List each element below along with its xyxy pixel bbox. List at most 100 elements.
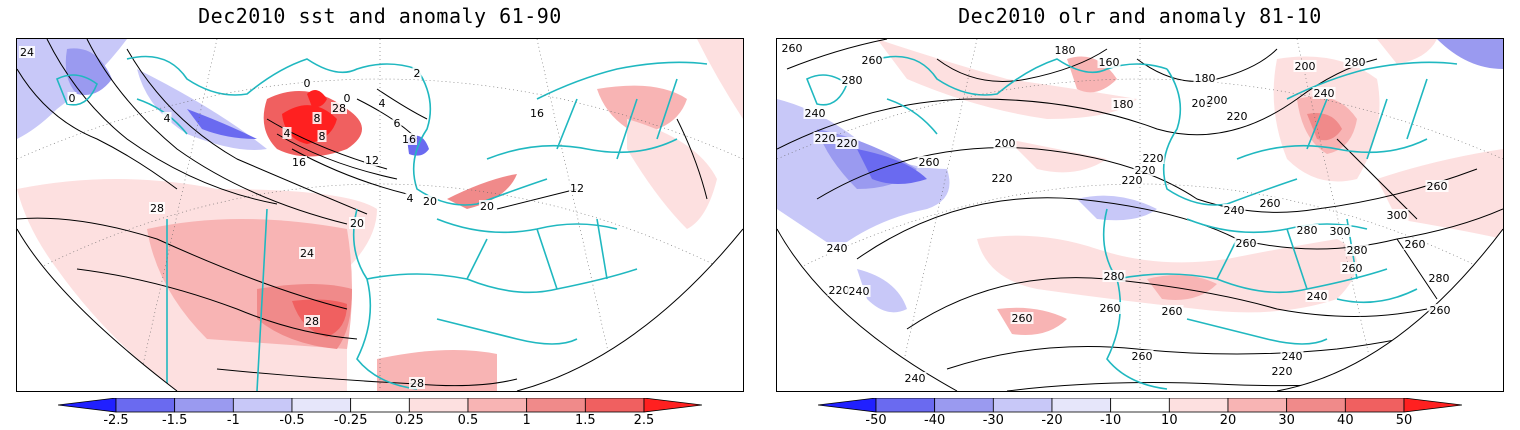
olr-contour-label-bg: [990, 172, 1014, 184]
olr-contour-label: 220: [829, 284, 850, 297]
sst-colorbar-tick-label: 0.25: [394, 413, 424, 428]
sst-contour-label: 24: [20, 46, 34, 59]
sst-colorbar-swatch: [115, 398, 176, 413]
olr-contour-label-bg: [860, 54, 884, 66]
sst-contour-label: 20: [480, 200, 494, 213]
sst-contour-label: 8: [319, 130, 326, 143]
olr-contour-label: 220: [1135, 164, 1156, 177]
olr-contour-label-bg: [1312, 87, 1336, 99]
olr-contour-label: 280: [1429, 272, 1450, 285]
sst-contour-label-bg: [291, 156, 307, 168]
sst-contour-label: 28: [150, 202, 164, 215]
sst-colorbar-swatch: [408, 398, 469, 413]
olr-contour-label: 260: [1405, 238, 1426, 251]
sst-colorbar-swatch: [584, 398, 645, 413]
olr-contour-label-bg: [1130, 350, 1154, 362]
sst-contour-label: 16: [530, 107, 544, 120]
olr-colorbar-high-triangle: [1403, 398, 1462, 413]
sst-contour-label: 6: [394, 117, 401, 130]
sst-contour-label-bg: [377, 97, 387, 109]
olr-contour-label: 240: [827, 242, 848, 255]
olr-contour-label-bg: [1270, 365, 1294, 377]
sst-contour-label-bg: [364, 154, 380, 166]
olr-contour-label-bg: [1234, 237, 1258, 249]
olr-contour-label: 280: [1104, 270, 1125, 283]
olr-contour-label-bg: [825, 242, 849, 254]
olr-contour-label: 220: [1122, 174, 1143, 187]
olr-contour-label: 240: [1314, 87, 1335, 100]
olr-contour-label-bg: [1403, 238, 1427, 250]
olr-contour-label-bg: [1340, 262, 1364, 274]
olr-contour-label: 260: [1162, 305, 1183, 318]
olr-contour-label: 220: [992, 172, 1013, 185]
olr-contour-label: 220: [1227, 110, 1248, 123]
olr-contour-label-bg: [1428, 304, 1452, 316]
olr-contour-label-bg: [1053, 44, 1077, 56]
sst-colorbar-low-triangle: [58, 398, 117, 413]
sst-contour-label: 28: [410, 377, 424, 390]
sst-map: 24 0 4 0 0 4 2 6 8 4 8 12 16 16 20 20 20 24 28 28 28 28 4 16 12: [16, 38, 744, 392]
olr-contour-label-bg: [1097, 56, 1121, 68]
olr-contour-label-bg: [1427, 272, 1451, 284]
sst-contour-label-bg: [149, 202, 165, 214]
sst-contour-label: 16: [402, 133, 416, 146]
sst-colorbar-swatch: [526, 398, 586, 413]
olr-contour-label-bg: [840, 74, 864, 86]
olr-contour-label: 260: [1100, 302, 1121, 315]
olr-contour-label-bg: [1258, 197, 1282, 209]
olr-contour-label: 260: [782, 42, 803, 55]
olr-contour-label: 200: [1207, 94, 1228, 107]
sst-colorbar-tick-label: 2.5: [633, 413, 655, 428]
olr-contour-label-bg: [1280, 350, 1304, 362]
sst-contour-label-bg: [405, 192, 415, 204]
sst-colorbar-swatch: [350, 398, 410, 413]
olr-contour-label: 240: [1307, 290, 1328, 303]
olr-colorbar-svg: [818, 398, 1462, 413]
sst-contour-label: 28: [332, 102, 346, 115]
sst-contour-label-bg: [282, 127, 292, 139]
sst-contour-label-bg: [392, 117, 402, 129]
sst-contour-label: 8: [314, 112, 321, 125]
sst-contour-label: 0: [304, 77, 311, 90]
sst-contour-label-bg: [412, 67, 422, 79]
olr-colorbar-swatch: [1110, 398, 1170, 413]
sst-contour-label: 4: [284, 127, 291, 140]
olr-contour-label: 260: [1132, 350, 1153, 363]
olr-colorbar-tick-label: 20: [1219, 413, 1237, 428]
olr-map: 260 260 280 180 160 180 200 220 200 280 240 240 220 2…: [776, 38, 1504, 392]
olr-colorbar-swatch: [992, 398, 1053, 413]
olr-colorbar-tick-label: -40: [924, 413, 946, 428]
olr-colorbar-low-triangle: [818, 398, 877, 413]
olr-contour-label-bg: [917, 156, 941, 168]
olr-contour-label: 240: [805, 107, 826, 120]
olr-colorbar-swatch: [1051, 398, 1112, 413]
olr-colorbar-swatch: [934, 398, 994, 413]
olr-contour-label: 240: [849, 285, 870, 298]
sst-panel-title: Dec2010 sst and anomaly 61-90: [198, 4, 562, 28]
sst-colorbar-swatch: [232, 398, 293, 413]
sst-contour-label-bg: [299, 247, 315, 259]
sst-contour-label-bg: [162, 112, 172, 124]
olr-contour-label-bg: [1010, 312, 1034, 324]
sst-contour-label: 4: [407, 192, 414, 205]
sst-contour-label-bg: [529, 107, 545, 119]
sst-contour-label-bg: [569, 182, 585, 194]
olr-contour-label: 220: [815, 132, 836, 145]
olr-contour-label: 300: [1330, 225, 1351, 238]
olr-contour-label: 200: [1295, 60, 1316, 73]
sst-contour-label-bg: [304, 315, 320, 327]
olr-contour-label-bg: [847, 285, 871, 297]
olr-contour-label: 220: [837, 137, 858, 150]
olr-contour-label-bg: [1102, 270, 1126, 282]
olr-contour-label: 260: [1012, 312, 1033, 325]
olr-colorbar-swatch: [1286, 398, 1346, 413]
olr-contour-label: 260: [1260, 197, 1281, 210]
olr-contour-label: 260: [1430, 304, 1451, 317]
olr-contour-label-bg: [1120, 174, 1144, 186]
sst-contour-label: 24: [300, 247, 314, 260]
sst-contour-label-bg: [342, 92, 352, 104]
olr-contour-label-bg: [903, 372, 927, 384]
olr-colorbar-tick-label: 10: [1161, 413, 1178, 428]
sst-colorbar-tick-label: -0.5: [279, 413, 305, 428]
